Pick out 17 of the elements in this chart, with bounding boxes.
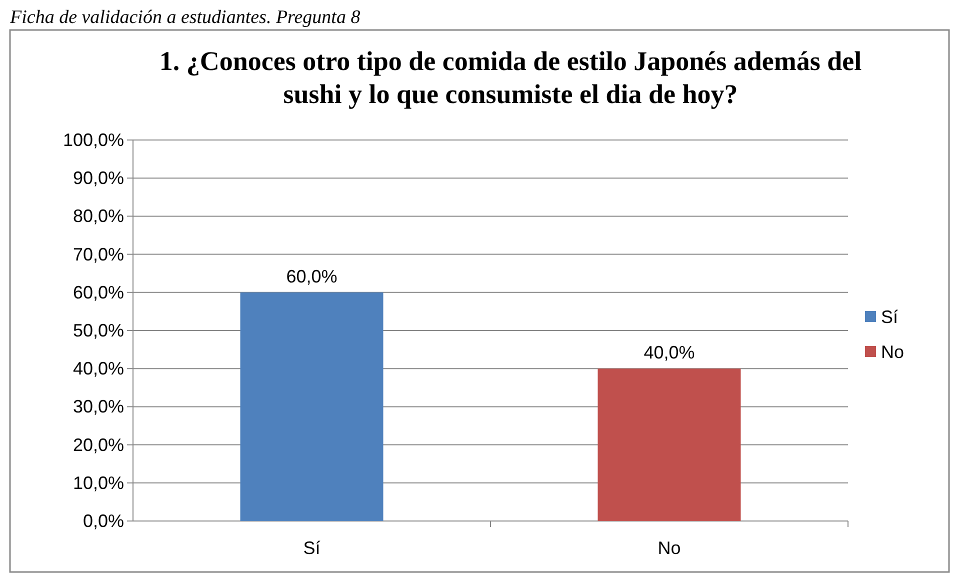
data-label: 40,0%	[644, 342, 695, 363]
y-tick-label: 20,0%	[72, 434, 124, 455]
y-tick-label: 80,0%	[72, 206, 124, 226]
legend-label: No	[881, 342, 904, 362]
y-tick-label: 10,0%	[72, 472, 124, 493]
y-tick-label: 70,0%	[72, 244, 124, 264]
y-tick-label: 90,0%	[72, 168, 124, 188]
data-label: 60,0%	[286, 266, 338, 286]
y-tick-label: 50,0%	[72, 320, 124, 340]
chart-title: 1. ¿Conoces otro tipo de comida de estilo Japonés además del sushi y lo que consumiste el dia de hoy?	[159, 46, 862, 109]
legend-label: Sí	[881, 307, 898, 327]
y-tick-label: 30,0%	[72, 396, 124, 417]
text: Ficha de validación a estudiantes. Pregunta 8	[9, 7, 361, 28]
y-tick-label: 40,0%	[72, 358, 124, 379]
y-tick-label: 100,0%	[62, 130, 124, 150]
y-tick-label: 60,0%	[72, 282, 124, 302]
y-tick-label: 0,0%	[82, 511, 124, 531]
